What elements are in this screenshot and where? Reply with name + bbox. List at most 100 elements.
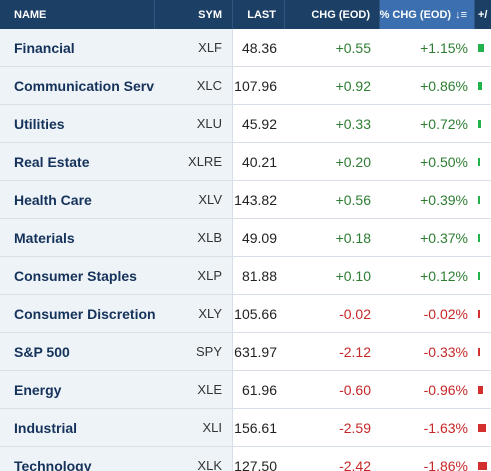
header-name[interactable]: NAME xyxy=(0,0,155,29)
sector-name[interactable]: Real Estate xyxy=(0,143,155,180)
symbol: XLC xyxy=(155,67,233,104)
percent-change-value: -0.02% xyxy=(380,295,475,332)
change-bar-cell xyxy=(475,257,491,294)
sector-name[interactable]: Communication Services xyxy=(0,67,181,104)
sector-name[interactable]: Financial xyxy=(0,29,155,66)
change-value: +0.92 xyxy=(285,67,380,104)
table-row[interactable]: Financial XLF 48.36 +0.55 +1.15% xyxy=(0,29,491,67)
sector-name[interactable]: Health Care xyxy=(0,181,155,218)
symbol: XLF xyxy=(155,29,233,66)
change-bar-cell xyxy=(475,295,491,332)
percent-change-value: -0.33% xyxy=(380,333,475,370)
change-bar xyxy=(478,233,480,242)
change-bar-cell xyxy=(475,447,491,471)
table-row[interactable]: Materials XLB 49.09 +0.18 +0.37% xyxy=(0,219,491,257)
percent-change-value: +1.15% xyxy=(380,29,475,66)
sector-name[interactable]: Energy xyxy=(0,371,155,408)
last-price: 40.21 xyxy=(241,153,277,170)
change-bar-cell xyxy=(475,409,491,446)
change-bar-cell xyxy=(475,67,491,104)
header-last[interactable]: LAST xyxy=(233,0,285,29)
change-bar-cell xyxy=(475,105,491,142)
change-bar-cell xyxy=(475,371,491,408)
table-row[interactable]: Consumer Staples XLP 81.88 +0.10 +0.12% xyxy=(0,257,491,295)
table-row[interactable]: Real Estate XLRE 40.21 +0.20 +0.50% xyxy=(0,143,491,181)
last-price: 107.96 xyxy=(234,77,277,94)
percent-change-value: +0.37% xyxy=(380,219,475,256)
percent-change-value: +0.39% xyxy=(380,181,475,218)
header-extra[interactable]: +/ xyxy=(478,8,488,21)
change-bar-cell xyxy=(475,181,491,218)
symbol: XLRE xyxy=(155,143,233,180)
change-value: +0.55 xyxy=(285,29,380,66)
last-price: 81.88 xyxy=(241,267,277,284)
sector-name[interactable]: S&P 500 xyxy=(0,333,155,370)
change-value: -0.02 xyxy=(285,295,380,332)
table-row[interactable]: Communication Services XLC 107.96 +0.92 +0.8… xyxy=(0,67,491,105)
table-row[interactable]: S&P 500 SPY 631.97 -2.12 -0.33% xyxy=(0,333,491,371)
change-value: +0.33 xyxy=(285,105,380,142)
table-row[interactable]: Utilities XLU 45.92 +0.33 +0.72% xyxy=(0,105,491,143)
change-bar-cell xyxy=(475,219,491,256)
last-price: 61.96 xyxy=(241,381,277,398)
symbol: XLV xyxy=(155,181,233,218)
sector-name[interactable]: Consumer Discretionary xyxy=(0,295,177,332)
change-value: +0.56 xyxy=(285,181,380,218)
sector-name[interactable]: Technology xyxy=(0,447,155,471)
change-bar xyxy=(478,461,487,470)
sector-name[interactable]: Consumer Staples xyxy=(0,257,155,294)
change-value: +0.10 xyxy=(285,257,380,294)
header-pct-chg-label: % CHG (EOD) xyxy=(379,8,452,21)
last-price: 127.50 xyxy=(234,457,277,471)
table-row[interactable]: Health Care XLV 143.82 +0.56 +0.39% xyxy=(0,181,491,219)
symbol: XLB xyxy=(155,219,233,256)
table-body: Financial XLF 48.36 +0.55 +1.15% Communicatio… xyxy=(0,29,491,471)
symbol: XLU xyxy=(155,105,233,142)
percent-change-value: +0.72% xyxy=(380,105,475,142)
last-price: 143.82 xyxy=(234,191,277,208)
table-row[interactable]: Industrial XLI 156.61 -2.59 -1.63% xyxy=(0,409,491,447)
header-sym[interactable]: SYM xyxy=(155,0,233,29)
change-value: -2.42 xyxy=(285,447,380,471)
change-value: -2.59 xyxy=(285,409,380,446)
percent-change-value: +0.12% xyxy=(380,257,475,294)
change-bar xyxy=(478,271,480,280)
symbol: SPY xyxy=(155,333,233,370)
percent-change-value: +0.86% xyxy=(380,67,475,104)
last-price: 156.61 xyxy=(234,419,277,436)
last-price: 48.36 xyxy=(241,39,277,56)
header-pct-chg[interactable]: % CHG (EOD) ↓≡ xyxy=(380,0,475,29)
change-value: -2.12 xyxy=(285,333,380,370)
sector-name[interactable]: Materials xyxy=(0,219,155,256)
header-chg[interactable]: CHG (EOD) xyxy=(285,0,380,29)
change-bar xyxy=(478,347,480,356)
change-bar xyxy=(478,119,481,128)
symbol: XLK xyxy=(155,447,233,471)
symbol: XLY xyxy=(155,295,233,332)
last-price: 105.66 xyxy=(234,305,277,322)
sector-name[interactable]: Industrial xyxy=(0,409,155,446)
change-bar xyxy=(478,423,486,432)
percent-change-value: +0.50% xyxy=(380,143,475,180)
change-bar xyxy=(478,309,480,318)
symbol: XLI xyxy=(155,409,233,446)
sector-name[interactable]: Utilities xyxy=(0,105,155,142)
change-bar xyxy=(478,385,483,394)
change-value: -0.60 xyxy=(285,371,380,408)
change-bar-cell xyxy=(475,29,491,66)
percent-change-value: -0.96% xyxy=(380,371,475,408)
sort-descending-icon[interactable]: ↓≡ xyxy=(455,8,467,21)
change-bar xyxy=(478,157,480,166)
change-bar xyxy=(478,43,484,52)
change-bar-cell xyxy=(475,143,491,180)
percent-change-value: -1.86% xyxy=(380,447,475,471)
table-row[interactable]: Energy XLE 61.96 -0.60 -0.96% xyxy=(0,371,491,409)
change-value: +0.18 xyxy=(285,219,380,256)
table-row[interactable]: Consumer Discretionary XLY 105.66 -0.02 -0.0… xyxy=(0,295,491,333)
percent-change-value: -1.63% xyxy=(380,409,475,446)
last-price: 49.09 xyxy=(241,229,277,246)
table-row[interactable]: Technology XLK 127.50 -2.42 -1.86% xyxy=(0,447,491,471)
table-header: NAME SYM LAST CHG (EOD) % CHG (EOD) ↓≡ +… xyxy=(0,0,491,29)
change-value: +0.20 xyxy=(285,143,380,180)
